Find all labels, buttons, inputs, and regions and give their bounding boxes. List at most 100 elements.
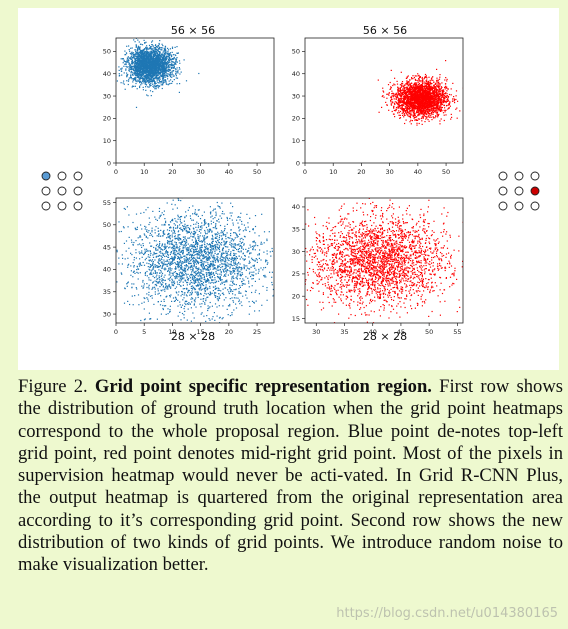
scatter-point <box>426 87 429 89</box>
scatter-point <box>143 66 146 68</box>
scatter-point <box>166 67 168 69</box>
scatter-point <box>163 47 165 49</box>
scatter-point <box>146 52 148 55</box>
scatter-point <box>451 116 453 118</box>
scatter-point <box>131 55 133 57</box>
scatter-point <box>138 55 140 57</box>
scatter-point <box>427 106 429 108</box>
scatter-point <box>155 44 157 46</box>
scatter-point <box>143 52 145 55</box>
scatter-point <box>422 80 424 82</box>
scatter-point <box>407 85 409 87</box>
scatter-point <box>436 107 438 110</box>
scatter-point <box>142 67 144 69</box>
scatter-point <box>120 58 122 60</box>
scatter-point <box>409 87 411 89</box>
scatter-point <box>149 70 151 72</box>
scatter-point <box>417 75 419 77</box>
scatter-point <box>152 77 154 79</box>
scatter-point <box>142 73 145 75</box>
scatter-point <box>404 92 406 94</box>
scatter-point <box>426 93 428 95</box>
scatter-point <box>403 96 405 99</box>
scatter-point <box>404 91 406 93</box>
scatter-point <box>133 65 135 67</box>
scatter-point <box>390 88 392 90</box>
scatter-point <box>177 70 179 73</box>
scatter-point <box>155 74 157 76</box>
scatter-point <box>399 105 401 107</box>
scatter-point <box>166 69 168 71</box>
scatter-point <box>144 42 146 44</box>
scatter-point <box>410 123 412 125</box>
scatter-point <box>411 100 413 102</box>
scatter-point <box>442 112 445 114</box>
scatter-point <box>145 46 147 48</box>
scatter-point <box>425 84 427 86</box>
scatter-point <box>407 95 409 97</box>
scatter-point <box>142 55 144 57</box>
scatter-point <box>407 94 409 96</box>
scatter-point <box>152 67 154 69</box>
scatter-point <box>161 49 163 51</box>
scatter-point <box>390 96 393 98</box>
scatter-point <box>137 50 139 52</box>
scatter-point <box>149 54 151 56</box>
scatter-point <box>162 57 164 59</box>
scatter-point <box>130 71 132 73</box>
scatter-point <box>135 59 138 61</box>
scatter-point <box>150 69 152 71</box>
scatter-point <box>164 53 166 55</box>
scatter-point <box>405 83 407 85</box>
scatter-point <box>403 108 405 110</box>
scatter-point <box>124 88 126 90</box>
scatter-point <box>152 62 154 64</box>
scatter-point <box>139 53 141 55</box>
scatter-point <box>155 69 157 71</box>
scatter-point <box>149 78 152 80</box>
scatter-point <box>411 114 413 116</box>
scatter-point <box>430 87 432 89</box>
scatter-point <box>161 87 163 90</box>
scatter-point <box>146 80 148 82</box>
scatter-point <box>151 57 153 59</box>
scatter-point <box>146 69 148 71</box>
scatter-point <box>146 81 148 83</box>
scatter-point <box>394 103 396 105</box>
scatter-point <box>449 101 451 103</box>
scatter-point <box>138 62 140 64</box>
scatter-point <box>145 50 147 53</box>
scatter-point <box>440 94 442 96</box>
scatter-point <box>399 104 401 107</box>
scatter-point <box>137 56 139 58</box>
scatter-point <box>164 58 166 60</box>
scatter-point <box>135 46 137 48</box>
scatter-point <box>436 79 438 81</box>
scatter-point <box>131 78 133 80</box>
scatter-point <box>140 63 142 65</box>
scatter-point <box>421 85 423 87</box>
scatter-point <box>147 77 149 79</box>
scatter-point <box>160 61 162 63</box>
scatter-point <box>162 63 164 65</box>
scatter-point <box>169 74 171 76</box>
scatter-point <box>146 46 148 49</box>
scatter-point <box>152 51 154 53</box>
scatter-point <box>411 109 413 111</box>
scatter-point <box>165 49 167 51</box>
scatter-point <box>422 86 424 88</box>
scatter-point <box>423 88 425 90</box>
scatter-point <box>156 68 158 70</box>
scatter-point <box>390 87 392 89</box>
scatter-point <box>158 79 160 81</box>
scatter-point <box>160 75 163 78</box>
scatter-point <box>148 58 150 60</box>
scatter-point <box>406 102 408 104</box>
scatter-point <box>149 68 151 71</box>
scatter-point <box>424 108 426 110</box>
scatter-point <box>423 97 425 99</box>
scatter-point <box>175 73 177 75</box>
scatter-point <box>158 62 160 64</box>
scatter-point <box>158 51 160 53</box>
scatter-point <box>413 103 415 105</box>
